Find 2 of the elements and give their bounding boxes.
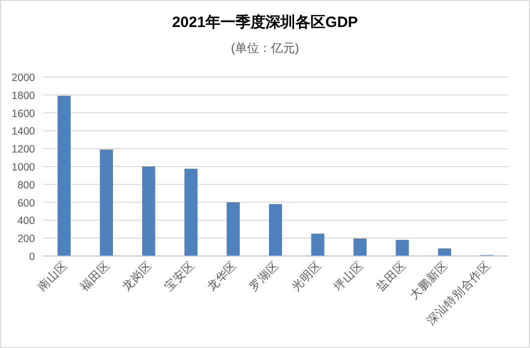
title: 2021年一季度深圳各区GDP [172, 14, 358, 31]
subtitle: (单位：亿元) [231, 41, 299, 55]
